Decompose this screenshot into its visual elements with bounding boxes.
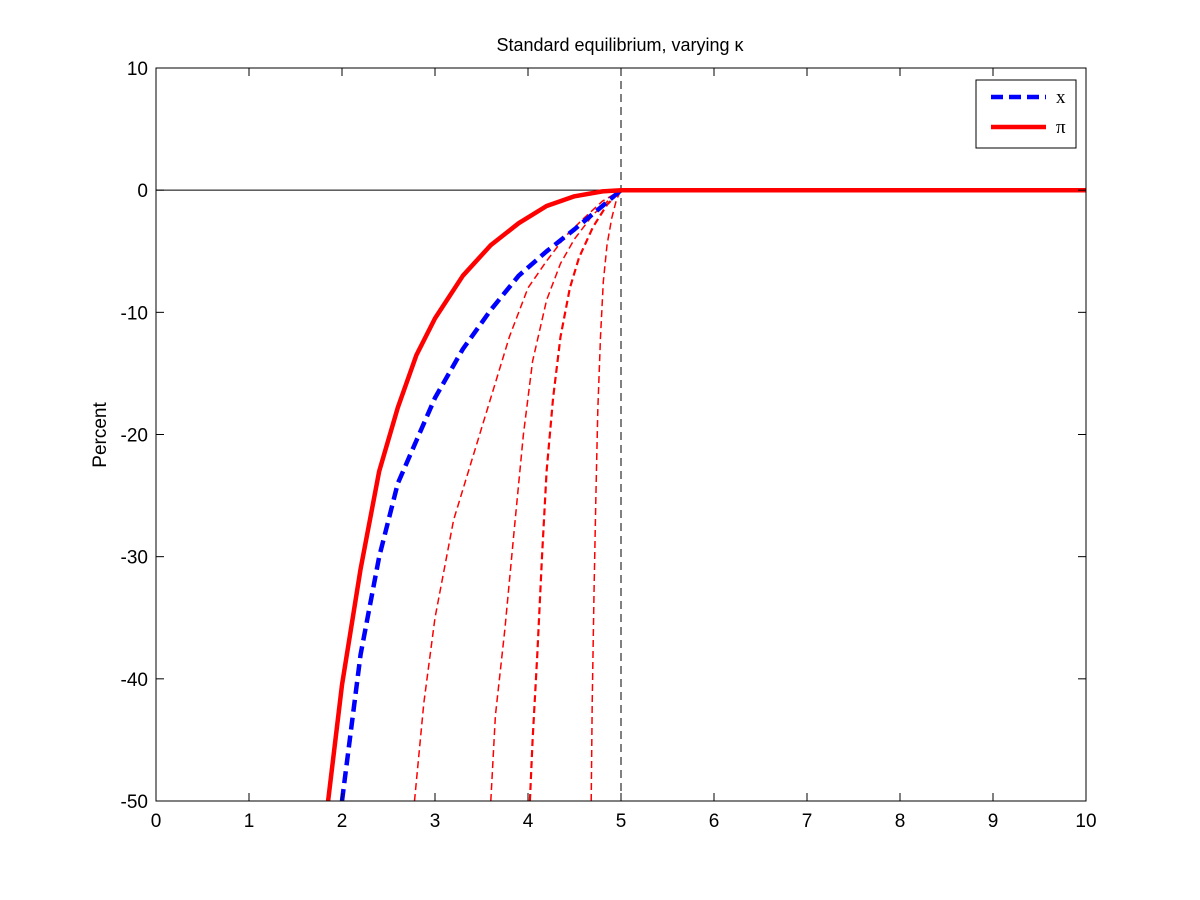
x-tick-label: 4 — [523, 811, 534, 832]
x-tick-label: 1 — [244, 811, 255, 832]
legend: xπ — [975, 79, 1077, 149]
y-tick-label: 0 — [137, 181, 148, 202]
y-tick-label: -30 — [121, 548, 148, 569]
x-tick-label: 0 — [151, 811, 162, 832]
legend-box — [975, 79, 1077, 149]
series-pi-line — [325, 187, 1086, 801]
x-tick-label: 6 — [709, 811, 720, 832]
kappa-variant-line-1 — [413, 189, 622, 801]
legend-label: π — [1056, 117, 1066, 138]
x-tick-label: 3 — [430, 811, 441, 832]
x-tick-label: 7 — [802, 811, 813, 832]
x-tick-label: 9 — [988, 811, 999, 832]
y-tick-label: -50 — [121, 792, 148, 813]
legend-label: x — [1056, 87, 1066, 108]
series-x-line — [339, 188, 623, 801]
y-axis-label: Percent — [90, 402, 111, 468]
y-tick-label: -20 — [121, 426, 148, 447]
chart-title: Standard equilibrium, varying κ — [496, 35, 744, 55]
x-tick-label: 10 — [1075, 811, 1096, 832]
kappa-variant-line-3 — [528, 189, 622, 801]
x-tick-label: 2 — [337, 811, 348, 832]
x-tick-label: 8 — [895, 811, 906, 832]
kappa-variant-line-2 — [490, 189, 622, 801]
y-tick-label: -40 — [121, 670, 148, 691]
x-tick-label: 5 — [616, 811, 627, 832]
series-layer — [325, 187, 1086, 801]
kappa-variant-line-4 — [590, 189, 622, 801]
y-tick-label: 10 — [127, 59, 148, 80]
y-tick-label: -10 — [121, 303, 148, 324]
axis-ticks: 0 1 2 3 4 5 6 7 8 9 10 10 0 -10 -20 -30 -40 -50 — [121, 59, 1097, 832]
